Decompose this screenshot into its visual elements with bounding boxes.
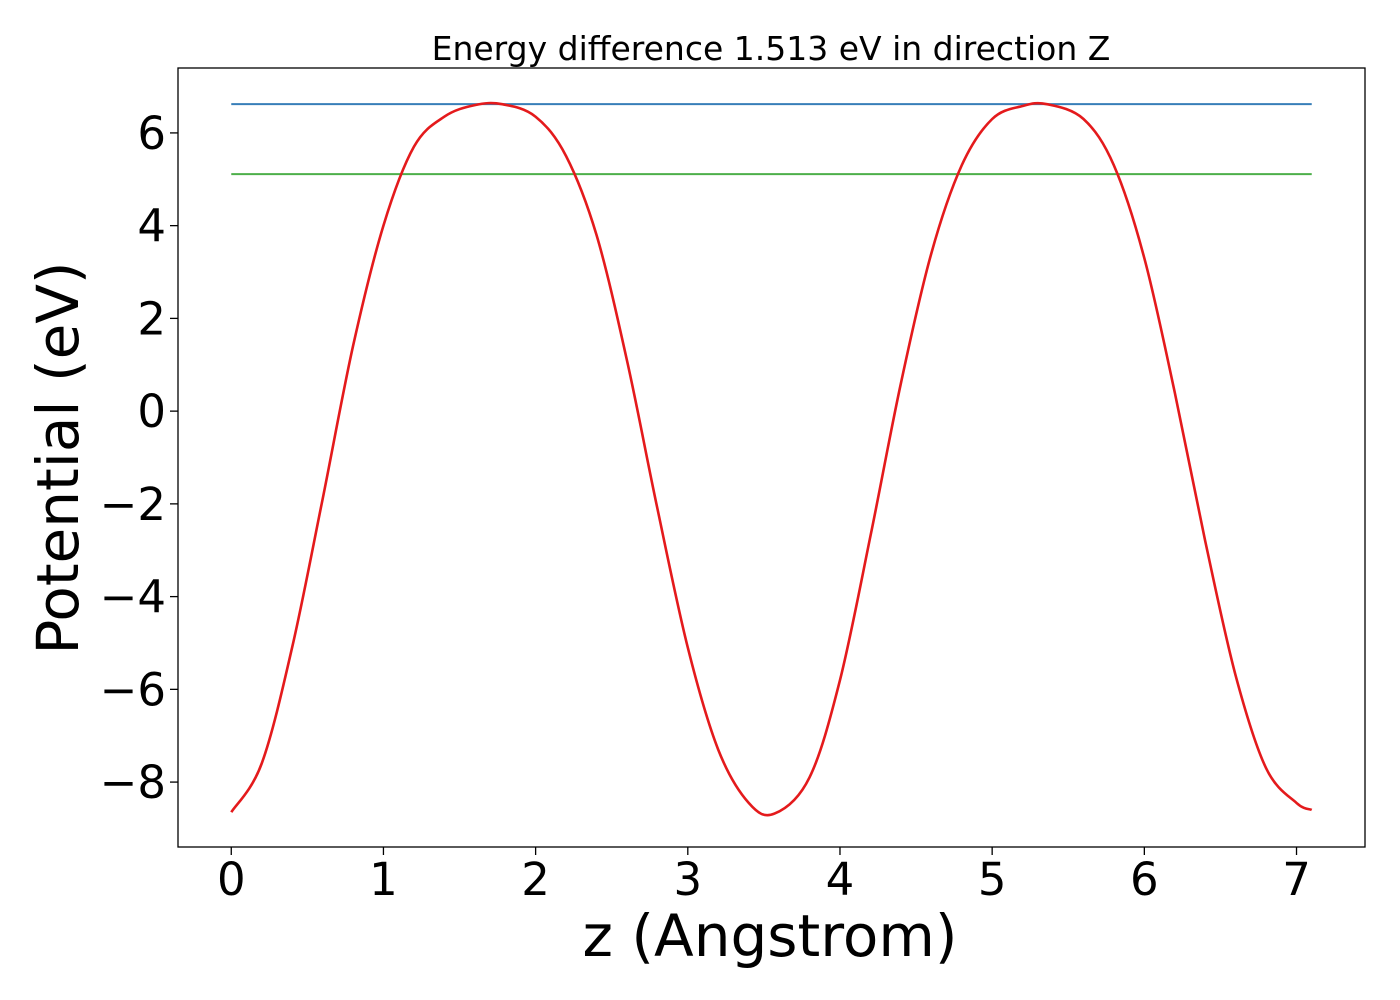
chart-title: Energy difference 1.513 eV in direction … <box>432 29 1111 68</box>
potential-curve-line <box>230 101 1313 817</box>
y-tick-label: 6 <box>137 107 166 160</box>
plot-area-frame <box>177 67 1366 848</box>
x-tick-label: 5 <box>978 853 1007 906</box>
y-tick-label: 4 <box>137 200 166 253</box>
y-tick-label: −4 <box>100 571 166 624</box>
x-axis-label: z (Angstrom) <box>583 902 958 970</box>
series-layer <box>230 101 1313 817</box>
y-tick-label: 0 <box>137 385 166 438</box>
x-tick-label: 7 <box>1282 853 1311 906</box>
y-axis-ticks: −8 −6 −4 −2 0 2 4 6 <box>100 107 178 809</box>
x-tick-label: 6 <box>1130 853 1159 906</box>
y-tick-label: −2 <box>100 478 166 531</box>
y-tick-label: 2 <box>137 292 166 345</box>
x-axis-ticks: 0 1 2 3 4 5 6 7 <box>217 847 1311 906</box>
x-tick-label: 2 <box>521 853 550 906</box>
y-tick-label: −6 <box>100 663 166 716</box>
x-tick-label: 1 <box>369 853 398 906</box>
y-tick-label: −8 <box>100 756 166 809</box>
x-tick-label: 0 <box>217 853 246 906</box>
y-axis-label: Potential (eV) <box>24 261 92 654</box>
x-tick-label: 3 <box>673 853 702 906</box>
x-tick-label: 4 <box>826 853 855 906</box>
